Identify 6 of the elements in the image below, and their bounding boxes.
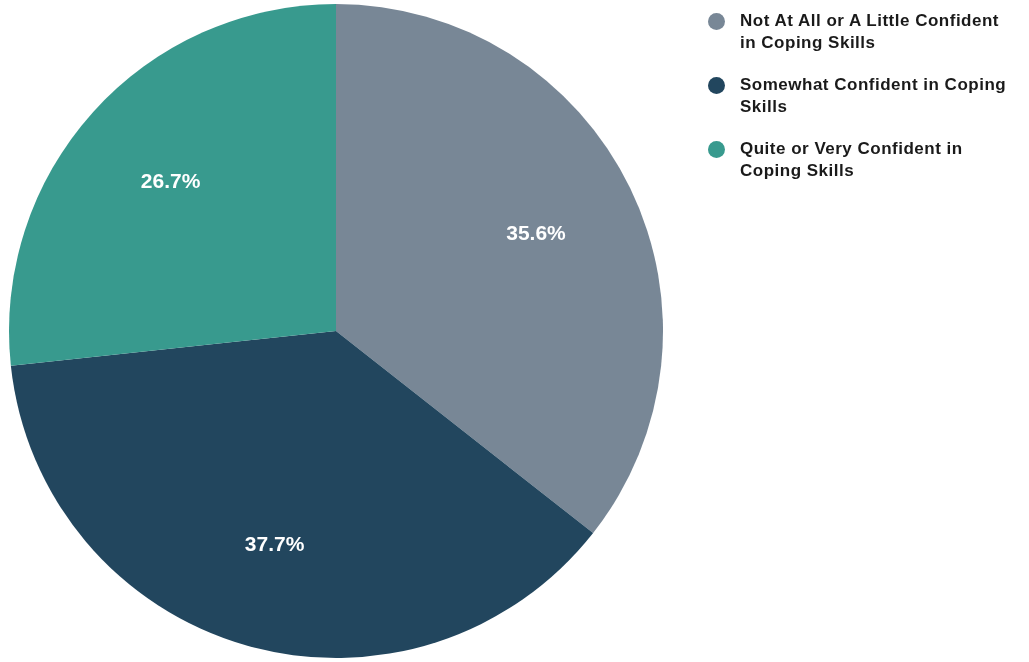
legend-label: Somewhat Confident in Coping Skills [740, 74, 1008, 118]
data-label: 26.7% [140, 169, 201, 193]
data-label: 37.7% [244, 531, 305, 555]
legend-label: Quite or Very Confident in Coping Skills [740, 138, 964, 182]
data-label: 35.6% [506, 220, 567, 244]
legend-label: Not At All or A Little Confident in Coping Skills [740, 10, 1000, 54]
